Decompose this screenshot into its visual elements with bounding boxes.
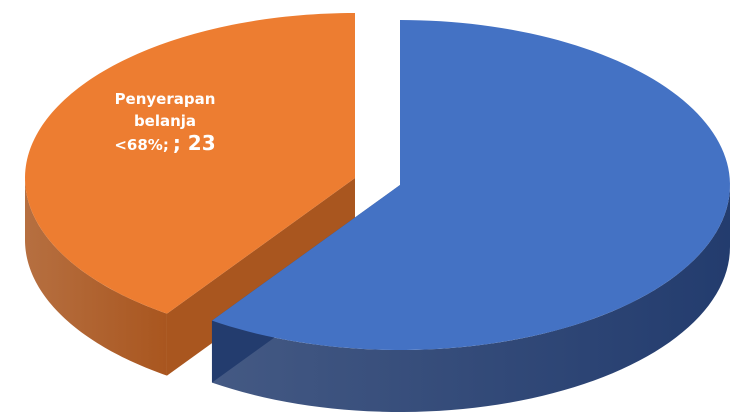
slice-top [25,13,355,314]
data-label: Penyerapan belanja <68%;; 23 [80,88,250,156]
data-label-box: Penyerapan belanja <68%;; 23 [80,88,250,156]
value-label: ; 23 [172,131,216,155]
category-label: Penyerapan belanja <68%; [114,90,216,154]
slice-side [25,178,167,376]
slice [211,20,730,412]
slice-top [211,20,730,350]
slice-side [211,185,730,412]
